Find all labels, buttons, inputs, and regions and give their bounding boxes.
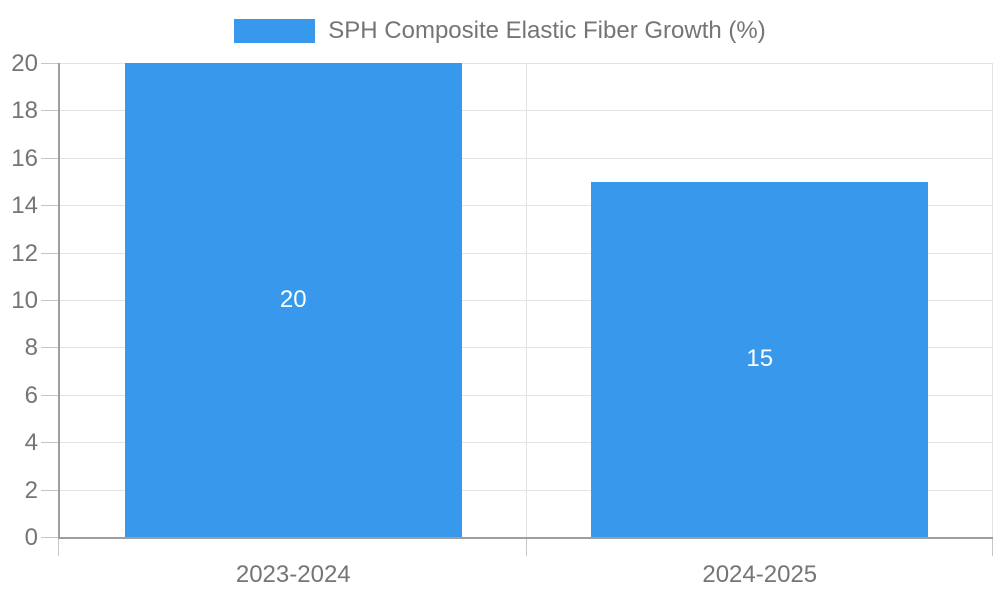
y-axis-tick: [41, 537, 58, 538]
y-tick-label: 6: [24, 381, 38, 409]
y-gridline: [60, 347, 993, 349]
bar-value-label: 15: [746, 345, 774, 373]
y-axis-tick: [41, 110, 58, 112]
y-gridline: [60, 63, 993, 64]
x-category-label: 2023-2024: [235, 561, 351, 588]
bar[interactable]: [591, 181, 929, 537]
y-axis-line: [58, 63, 60, 539]
y-tick-label: 10: [11, 287, 38, 314]
x-axis-line: [58, 537, 993, 539]
y-gridline: [60, 205, 993, 207]
x-category-label: 2024-2025: [702, 561, 818, 588]
x-axis-tick: [525, 539, 527, 556]
bar-value-label: 20: [279, 286, 307, 313]
y-tick-label: 16: [11, 144, 38, 172]
y-tick-label: 14: [11, 192, 38, 220]
y-axis-tick: [41, 347, 58, 349]
x-axis-tick: [58, 539, 59, 556]
y-gridline: [60, 489, 993, 491]
legend-swatch: [234, 19, 316, 43]
category-boundary-gridline: [992, 63, 993, 537]
y-tick-label: 0: [24, 524, 38, 551]
y-axis-tick: [41, 394, 58, 396]
y-tick-label: 18: [11, 97, 38, 125]
x-axis-tick: [992, 539, 993, 556]
category-boundary-gridline: [525, 63, 527, 537]
y-tick-label: 8: [24, 334, 38, 362]
y-gridline: [60, 252, 993, 254]
y-tick-label: 12: [11, 239, 38, 267]
y-axis-tick: [41, 252, 58, 254]
y-axis-tick: [41, 300, 58, 301]
y-gridline: [60, 157, 993, 159]
y-tick-label: 20: [11, 50, 38, 77]
y-gridline: [60, 110, 993, 112]
legend[interactable]: SPH Composite Elastic Fiber Growth (%): [0, 19, 1000, 43]
y-axis-tick: [41, 205, 58, 207]
y-tick-label: 2: [24, 476, 38, 504]
y-axis-tick: [41, 157, 58, 159]
y-gridline: [60, 442, 993, 444]
y-axis-tick: [41, 489, 58, 491]
bar[interactable]: [124, 63, 462, 537]
y-gridline: [60, 394, 993, 396]
y-tick-label: 4: [24, 429, 38, 457]
y-gridline: [60, 300, 993, 301]
y-axis-tick: [41, 442, 58, 444]
legend-label: SPH Composite Elastic Fiber Growth (%): [328, 17, 766, 44]
y-axis-tick: [41, 63, 58, 64]
